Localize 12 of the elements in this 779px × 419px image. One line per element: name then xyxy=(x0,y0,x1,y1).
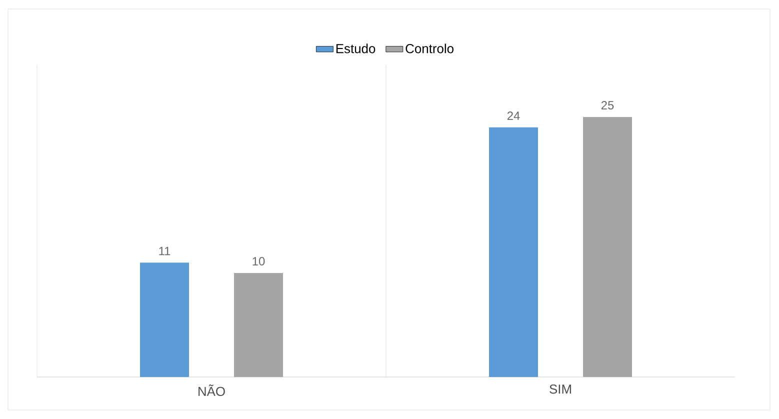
data-label: 24 xyxy=(507,112,520,120)
legend-label: Estudo xyxy=(336,44,376,54)
x-tick-label: NÃO xyxy=(198,384,225,396)
data-label: 10 xyxy=(252,257,265,266)
legend-label: Controlo xyxy=(406,44,454,54)
x-tick-label: SIM xyxy=(550,384,571,394)
bar xyxy=(234,273,284,377)
bar xyxy=(489,127,538,377)
data-label: 25 xyxy=(601,101,614,110)
bar xyxy=(140,262,190,377)
data-label: 11 xyxy=(159,246,170,256)
bar xyxy=(583,116,632,377)
